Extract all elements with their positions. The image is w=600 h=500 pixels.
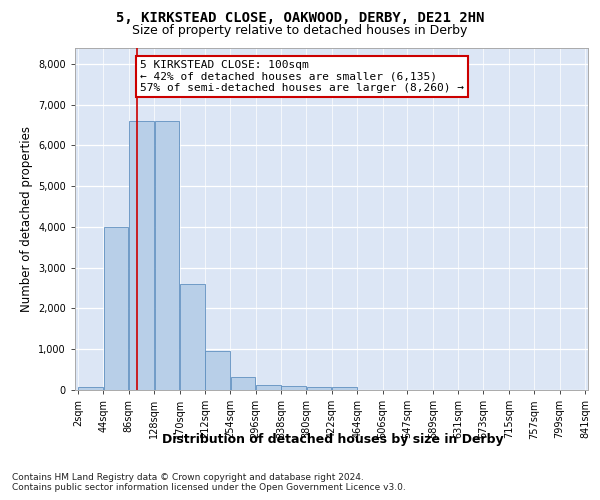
- Text: 5, KIRKSTEAD CLOSE, OAKWOOD, DERBY, DE21 2HN: 5, KIRKSTEAD CLOSE, OAKWOOD, DERBY, DE21…: [116, 12, 484, 26]
- Text: Contains HM Land Registry data © Crown copyright and database right 2024.
Contai: Contains HM Land Registry data © Crown c…: [12, 472, 406, 492]
- Bar: [79, 387, 103, 390]
- Text: 5 KIRKSTEAD CLOSE: 100sqm
← 42% of detached houses are smaller (6,135)
57% of se: 5 KIRKSTEAD CLOSE: 100sqm ← 42% of detac…: [140, 60, 464, 93]
- Y-axis label: Number of detached properties: Number of detached properties: [20, 126, 32, 312]
- Bar: [180, 284, 205, 390]
- Bar: [256, 384, 281, 390]
- Bar: [332, 387, 357, 390]
- Text: Size of property relative to detached houses in Derby: Size of property relative to detached ho…: [133, 24, 467, 37]
- Bar: [281, 386, 306, 390]
- Bar: [205, 352, 230, 390]
- Bar: [230, 377, 255, 390]
- Bar: [104, 227, 128, 390]
- Text: Distribution of detached houses by size in Derby: Distribution of detached houses by size …: [162, 432, 504, 446]
- Bar: [129, 121, 154, 390]
- Bar: [155, 121, 179, 390]
- Bar: [307, 387, 331, 390]
